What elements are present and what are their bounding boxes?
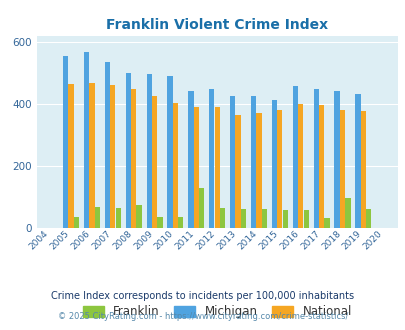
Bar <box>84 52 89 228</box>
Bar <box>345 198 350 228</box>
Bar <box>146 74 151 228</box>
Bar <box>167 77 172 228</box>
Bar <box>303 210 308 228</box>
Bar <box>230 96 235 228</box>
Legend: Franklin, Michigan, National: Franklin, Michigan, National <box>78 301 356 323</box>
Bar <box>74 217 79 228</box>
Bar <box>104 62 110 228</box>
Bar <box>282 210 287 228</box>
Bar <box>365 209 371 228</box>
Bar <box>89 83 94 228</box>
Bar <box>125 73 130 228</box>
Bar <box>209 89 214 228</box>
Bar <box>220 208 225 228</box>
Bar <box>136 206 141 228</box>
Bar <box>157 217 162 228</box>
Bar <box>339 111 344 228</box>
Bar <box>256 114 261 228</box>
Bar <box>324 218 329 228</box>
Bar <box>313 89 318 228</box>
Bar <box>261 209 266 228</box>
Bar <box>250 96 256 228</box>
Bar <box>360 111 365 228</box>
Bar <box>178 217 183 228</box>
Bar <box>240 209 245 228</box>
Bar <box>277 110 282 228</box>
Title: Franklin Violent Crime Index: Franklin Violent Crime Index <box>106 18 328 32</box>
Bar <box>292 86 297 228</box>
Bar <box>188 91 193 228</box>
Bar <box>151 96 157 228</box>
Bar <box>63 56 68 228</box>
Bar <box>354 94 360 228</box>
Bar <box>214 107 219 228</box>
Bar <box>110 85 115 228</box>
Bar <box>94 207 100 228</box>
Text: © 2025 CityRating.com - https://www.cityrating.com/crime-statistics/: © 2025 CityRating.com - https://www.city… <box>58 313 347 321</box>
Bar <box>318 106 324 228</box>
Bar <box>235 115 240 228</box>
Bar <box>193 107 198 228</box>
Bar <box>68 84 73 228</box>
Bar <box>271 100 276 228</box>
Bar <box>334 91 339 228</box>
Bar <box>297 104 303 228</box>
Bar <box>131 89 136 228</box>
Text: Crime Index corresponds to incidents per 100,000 inhabitants: Crime Index corresponds to incidents per… <box>51 291 354 301</box>
Bar <box>173 103 178 228</box>
Bar <box>199 187 204 228</box>
Bar <box>115 208 121 228</box>
